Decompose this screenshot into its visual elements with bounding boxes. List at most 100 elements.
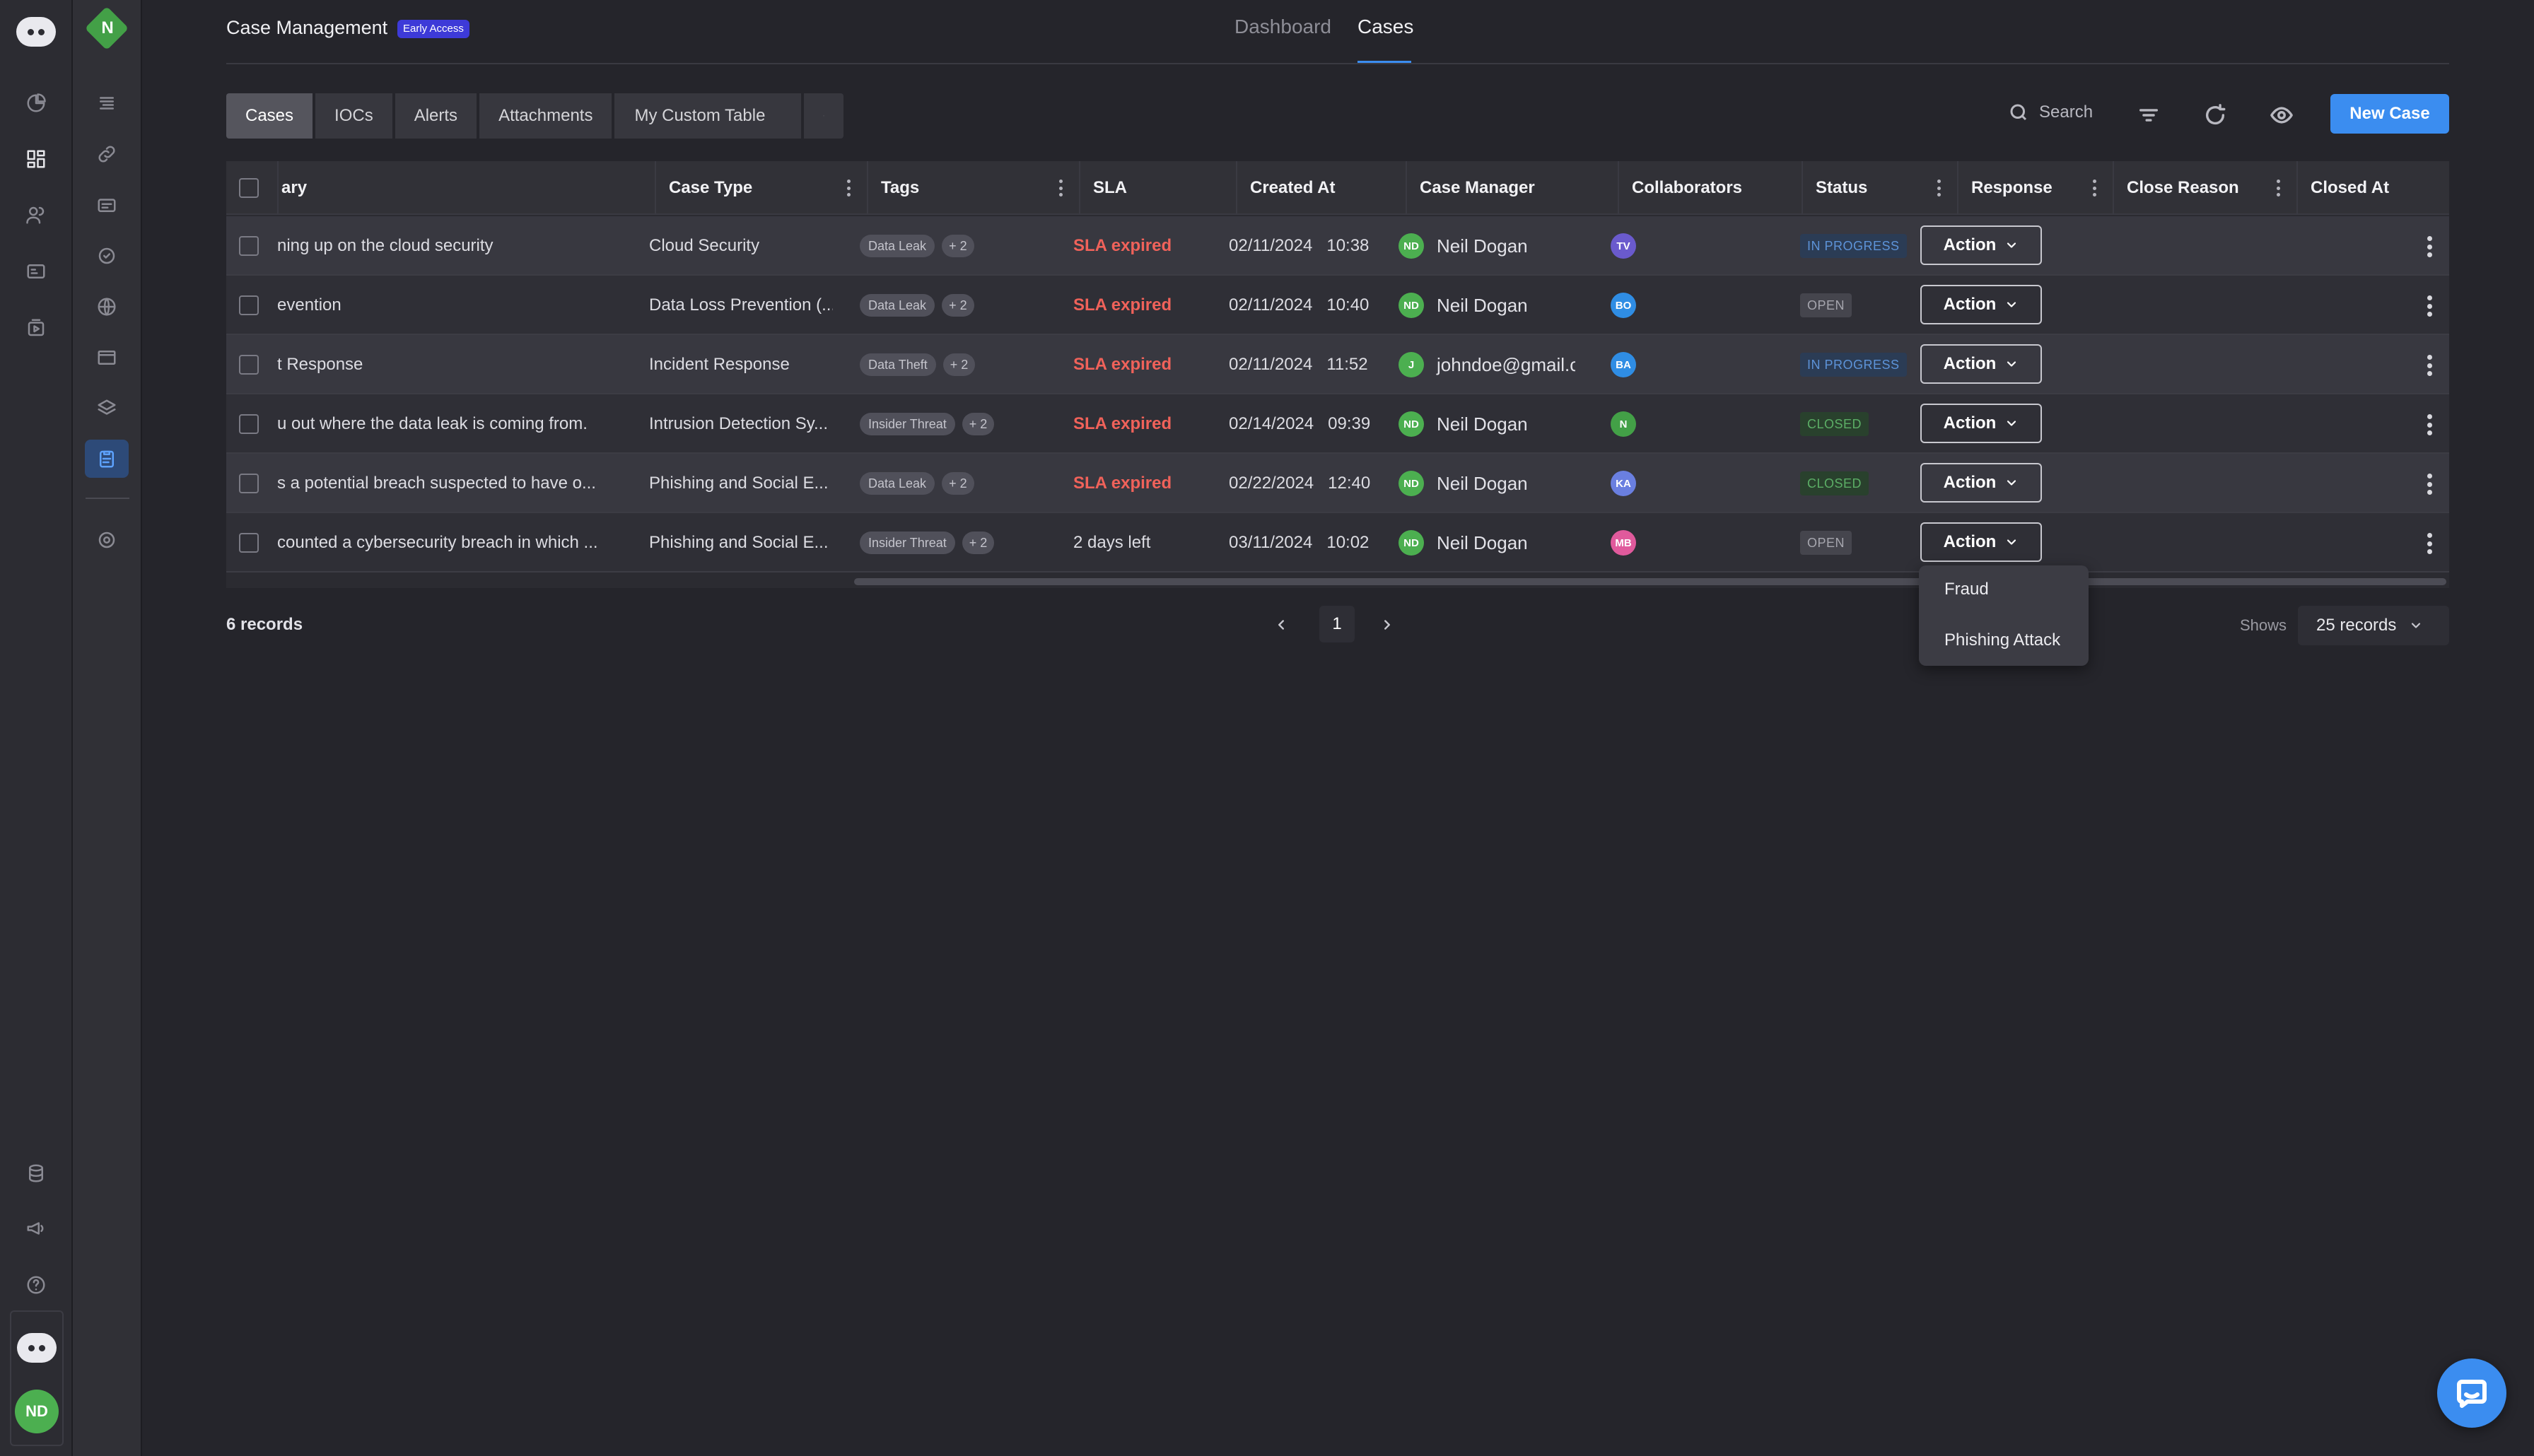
media-icon[interactable] [21, 312, 52, 344]
more-tags-pill[interactable]: + 2 [962, 413, 995, 435]
dropdown-item-phishing-attack[interactable]: Phishing Attack [1944, 630, 2061, 650]
col-sla[interactable]: SLA [1080, 161, 1237, 215]
table-row[interactable]: u out where the data leak is coming from… [226, 394, 2449, 454]
col-tags[interactable]: Tags [868, 161, 1080, 215]
table-row[interactable]: t Response Incident Response Data Theft + 2… [226, 335, 2449, 394]
card-icon[interactable] [91, 189, 122, 221]
user-avatar[interactable]: ND [15, 1390, 59, 1433]
case-manager[interactable]: ND Neil Dogan [1370, 216, 1575, 276]
globe-icon[interactable] [91, 291, 122, 322]
row-checkbox[interactable] [239, 355, 259, 375]
case-summary[interactable]: t Response [277, 355, 363, 374]
collaborators[interactable]: BA [1582, 335, 1766, 394]
response-action-button[interactable]: Action [1920, 404, 2042, 443]
pie-chart-icon[interactable] [21, 88, 52, 119]
table-row[interactable]: s a potential breach suspected to have o… [226, 454, 2449, 513]
tab-cases[interactable]: Cases [1358, 16, 1414, 37]
row-menu-icon[interactable] [2427, 474, 2432, 495]
collaborators[interactable]: MB [1582, 513, 1766, 573]
target-icon[interactable] [91, 524, 122, 556]
dropdown-item-fraud[interactable]: Fraud [1944, 580, 1989, 599]
response-action-button[interactable]: Action [1920, 344, 2042, 384]
collaborators[interactable]: N [1582, 394, 1766, 454]
row-menu-icon[interactable] [2427, 295, 2432, 317]
chat-button[interactable] [2437, 1358, 2506, 1428]
col-case-manager[interactable]: Case Manager [1407, 161, 1619, 215]
assistant-logo-icon[interactable] [17, 1333, 57, 1363]
response-action-button[interactable]: Action [1920, 522, 2042, 562]
table-tab-cases[interactable]: Cases [226, 93, 313, 139]
col-close-reason[interactable]: Close Reason [2114, 161, 2298, 215]
col-collaborators[interactable]: Collaborators [1619, 161, 1803, 215]
megaphone-icon[interactable] [21, 1213, 52, 1244]
settings-badge-icon[interactable] [91, 240, 122, 271]
collaborators[interactable]: KA [1582, 454, 1766, 513]
more-tags-pill[interactable]: + 2 [942, 235, 974, 257]
column-menu-icon[interactable] [847, 180, 851, 196]
response-action-button[interactable]: Action [1920, 463, 2042, 503]
horizontal-scrollbar-thumb[interactable] [854, 578, 2446, 585]
case-manager[interactable]: ND Neil Dogan [1370, 454, 1575, 513]
table-tab-iocs[interactable]: IOCs [315, 93, 392, 139]
previous-page-button[interactable] [1270, 613, 1292, 636]
next-page-button[interactable] [1376, 613, 1399, 636]
row-menu-icon[interactable] [2427, 355, 2432, 376]
column-menu-icon[interactable] [1937, 180, 1942, 196]
clipboard-icon[interactable] [85, 440, 129, 478]
window-icon[interactable] [91, 342, 122, 373]
col-created-at[interactable]: Created At [1237, 161, 1407, 215]
col-status[interactable]: Status [1803, 161, 1958, 215]
search-button[interactable]: Search [2008, 102, 2093, 123]
eye-icon[interactable] [2270, 103, 2294, 127]
case-summary[interactable]: counted a cybersecurity breach in which … [277, 533, 598, 552]
case-summary[interactable]: s a potential breach suspected to have o… [277, 474, 596, 493]
row-menu-icon[interactable] [2427, 533, 2432, 554]
case-summary[interactable]: ning up on the cloud security [277, 236, 494, 255]
dashboard-grid-icon[interactable] [21, 143, 52, 175]
case-summary[interactable]: u out where the data leak is coming from… [277, 414, 588, 433]
table-row[interactable]: evention Data Loss Prevention (... Data Le… [226, 276, 2449, 335]
row-menu-icon[interactable] [2427, 414, 2432, 435]
col-summary[interactable]: ary [279, 161, 656, 215]
page-number[interactable]: 1 [1319, 606, 1355, 642]
more-tags-pill[interactable]: + 2 [942, 353, 976, 376]
table-tab-attachments[interactable]: Attachments [479, 93, 612, 139]
new-case-button[interactable]: New Case [2330, 94, 2449, 134]
link-icon[interactable] [91, 139, 122, 170]
more-tags-pill[interactable]: + 2 [942, 294, 974, 317]
response-action-button[interactable]: Action [1920, 285, 2042, 324]
help-icon[interactable] [21, 1269, 52, 1301]
column-menu-icon[interactable] [2093, 180, 2097, 196]
col-response[interactable]: Response [1958, 161, 2114, 215]
table-tab-my-custom-table[interactable]: My Custom Table [614, 93, 802, 139]
col-case-type[interactable]: Case Type [656, 161, 868, 215]
app-logo-icon[interactable] [16, 17, 56, 47]
row-checkbox[interactable] [239, 414, 259, 434]
records-per-page-select[interactable]: 25 records [2298, 606, 2449, 645]
column-menu-icon[interactable] [2277, 180, 2281, 196]
more-tabs-button[interactable] [804, 93, 844, 139]
row-checkbox[interactable] [239, 295, 259, 315]
row-menu-icon[interactable] [2427, 236, 2432, 257]
tab-dashboard[interactable]: Dashboard [1234, 16, 1331, 37]
case-manager[interactable]: ND Neil Dogan [1370, 394, 1575, 454]
collaborators[interactable]: BO [1582, 276, 1766, 335]
select-all-checkbox[interactable] [239, 178, 259, 198]
case-manager[interactable]: ND Neil Dogan [1370, 276, 1575, 335]
id-card-icon[interactable] [21, 256, 52, 287]
users-icon[interactable] [21, 199, 52, 230]
col-closed-at[interactable]: Closed At [2298, 161, 2449, 215]
case-manager[interactable]: ND Neil Dogan [1370, 513, 1575, 573]
more-tags-pill[interactable]: + 2 [962, 532, 995, 554]
column-menu-icon[interactable] [1059, 180, 1063, 196]
database-icon[interactable] [21, 1158, 52, 1189]
more-tags-pill[interactable]: + 2 [942, 472, 974, 495]
row-checkbox[interactable] [239, 533, 259, 553]
table-row[interactable]: ning up on the cloud security Cloud Secur… [226, 216, 2449, 276]
response-action-button[interactable]: Action [1920, 225, 2042, 265]
row-checkbox[interactable] [239, 474, 259, 493]
row-checkbox[interactable] [239, 236, 259, 256]
refresh-icon[interactable] [2203, 103, 2227, 127]
collaborators[interactable]: TV [1582, 216, 1766, 276]
